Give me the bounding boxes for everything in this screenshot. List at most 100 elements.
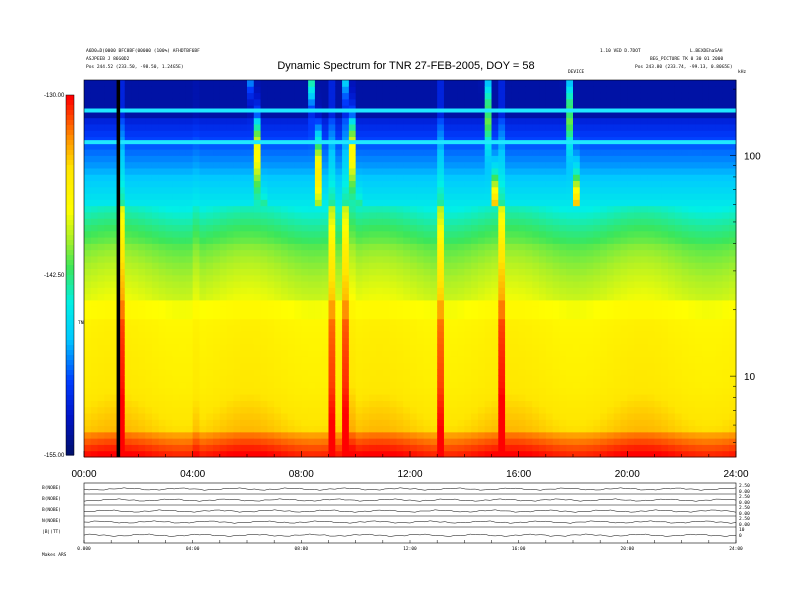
spectrogram-cell: [192, 193, 200, 200]
spectrogram-cell: [491, 199, 499, 207]
spectrogram-cell: [443, 293, 452, 301]
spectrogram-cell: [477, 413, 486, 420]
spectrogram-cell: [219, 281, 228, 288]
spectrogram-cell: [335, 268, 343, 276]
spectrogram-cell: [518, 299, 526, 307]
spectrogram-cell: [579, 350, 588, 357]
spectrogram-cell: [389, 92, 397, 100]
spectrogram-cell: [84, 255, 92, 263]
colorbar-segment: [66, 125, 74, 131]
spectrogram-cell: [376, 394, 384, 401]
spectrogram-cell: [274, 387, 282, 395]
spectrogram-cell: [389, 255, 397, 263]
spectrogram-cell: [117, 450, 126, 458]
spectrogram-cell: [260, 293, 268, 301]
spectrogram-cell: [376, 293, 384, 301]
spectrogram-cell: [437, 375, 445, 383]
spectrogram-cell: [539, 356, 547, 364]
spectrogram-cell: [287, 211, 296, 219]
spectrogram-cell: [314, 142, 323, 150]
spectrogram-cell: [267, 331, 275, 339]
spectrogram-cell: [498, 161, 506, 169]
colorbar-segment: [66, 140, 74, 146]
spectrogram-cell: [151, 123, 160, 131]
spectrogram-cell: [613, 394, 622, 401]
spectrogram-cell: [342, 180, 350, 188]
spectrogram-cell: [491, 318, 499, 326]
spectrogram-cell: [505, 86, 513, 94]
spectrogram-cell: [90, 136, 99, 144]
spectrogram-cell: [185, 218, 194, 226]
spectrogram-cell: [192, 287, 200, 295]
spectrogram-cell: [185, 274, 194, 282]
spectrogram-cell: [511, 381, 520, 389]
spectrogram-cell: [457, 155, 465, 163]
spectrogram-cell: [539, 237, 547, 244]
spectrogram-cell: [138, 149, 146, 156]
spectrogram-cell: [138, 92, 146, 100]
spectrogram-cell: [498, 123, 506, 131]
spectrogram-cell: [450, 218, 459, 226]
spectrogram-cell: [491, 92, 499, 100]
spectrogram-cell: [376, 381, 384, 389]
spectrogram-cell: [308, 117, 316, 125]
spectrogram-cell: [90, 387, 99, 395]
spectrogram-cell: [179, 400, 187, 408]
spectrogram-cell: [430, 262, 438, 269]
spectrogram-cell: [566, 167, 574, 175]
spectrogram-cell: [539, 149, 547, 156]
spectrogram-cell: [498, 86, 506, 94]
spectrogram-cell: [477, 444, 486, 452]
spectrogram-cell: [518, 306, 526, 313]
spectrogram-cell: [206, 394, 214, 401]
spectrogram-cell: [566, 92, 574, 100]
spectrogram-cell: [593, 218, 601, 226]
spectrogram-cell: [206, 211, 214, 219]
spectrogram-cell: [335, 262, 343, 269]
spectrogram-cell: [274, 306, 282, 313]
spectrogram-cell: [545, 350, 554, 357]
spectrogram-cell: [627, 400, 635, 408]
spectrogram-cell: [403, 293, 411, 301]
spectrogram-cell: [90, 343, 99, 351]
spectrogram-cell: [179, 369, 187, 376]
spectrogram-cell: [253, 142, 262, 150]
spectrogram-cell: [185, 331, 194, 339]
spectrogram-cell: [491, 205, 499, 213]
spectrogram-cell: [267, 394, 275, 401]
spectrogram-cell: [410, 431, 418, 439]
spectrogram-cell: [410, 149, 418, 156]
spectrogram-cell: [627, 155, 635, 163]
spectrogram-cell: [172, 387, 180, 395]
spectrogram-cell: [450, 130, 459, 138]
spectrogram-cell: [457, 268, 465, 276]
spectrogram-cell: [97, 312, 105, 320]
spectrogram-cell: [301, 306, 309, 313]
spectrogram-cell: [403, 306, 411, 313]
spectrogram-cell: [586, 86, 594, 94]
spectrogram-cell: [287, 142, 296, 150]
spectrogram-cell: [532, 155, 540, 163]
spectrogram-cell: [274, 193, 282, 200]
spectrogram-cell: [260, 111, 268, 119]
spectrogram-cell: [314, 444, 323, 452]
spectrogram-cell: [287, 167, 296, 175]
spectrogram-cell: [240, 337, 248, 345]
spectrogram-cell: [226, 450, 234, 458]
spectrogram-cell: [389, 444, 397, 452]
spectrogram-cell: [328, 262, 336, 269]
spectrogram-cell: [593, 400, 601, 408]
spectrogram-cell: [240, 136, 248, 144]
spectrogram-cell: [111, 406, 119, 414]
spectrogram-cell: [552, 287, 560, 295]
spectrogram-cell: [321, 230, 329, 238]
spectrogram-cell: [600, 149, 608, 156]
spectrogram-cell: [559, 161, 567, 169]
spectrogram-cell: [579, 211, 588, 219]
spectrogram-cell: [498, 281, 506, 288]
spectrogram-cell: [247, 318, 255, 326]
spectrogram-cell: [185, 92, 194, 100]
spectrogram-cell: [620, 450, 628, 458]
spectrogram-cell: [355, 400, 363, 408]
spectrogram-cell: [287, 193, 296, 200]
